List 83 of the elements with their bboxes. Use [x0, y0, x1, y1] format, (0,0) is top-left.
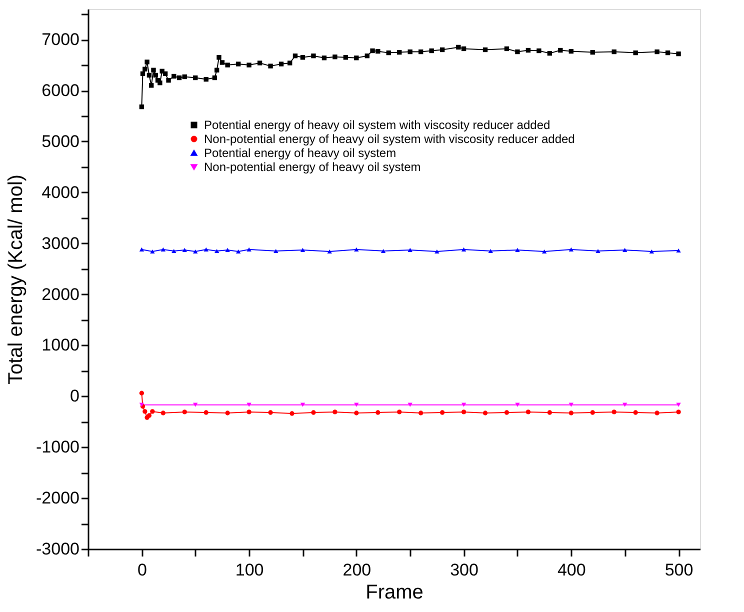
point: [300, 248, 306, 252]
point: [649, 249, 654, 254]
legend-label: Potential energy of heavy oil system with viscosity reducer added: [204, 118, 550, 132]
legend-label: Non-potential energy of heavy oil system with viscosity reducer added: [204, 132, 575, 146]
point: [182, 248, 187, 252]
point: [182, 410, 187, 414]
point: [225, 248, 230, 252]
point: [380, 248, 386, 254]
point: [236, 249, 241, 254]
x-tick-label: 300: [450, 560, 478, 580]
point: [526, 410, 531, 414]
y-tick-label: -2000: [36, 488, 80, 508]
point: [290, 411, 294, 416]
y-tick-label: 4000: [42, 182, 80, 202]
point: [622, 248, 628, 252]
point: [547, 410, 552, 415]
point: [160, 247, 166, 252]
point: [246, 410, 252, 414]
point: [440, 410, 445, 415]
point: [204, 410, 208, 415]
point: [542, 249, 547, 254]
point: [654, 410, 660, 416]
x-tick-label: 400: [557, 560, 586, 580]
point: [515, 248, 520, 252]
point: [327, 249, 332, 254]
point: [142, 409, 148, 414]
y-tick-label: 2000: [42, 284, 80, 304]
y-tick-label: 0: [70, 386, 80, 406]
y-tick-label: 5000: [42, 132, 80, 151]
y-tick-label: -3000: [36, 540, 80, 558]
point: [515, 402, 520, 407]
point: [612, 410, 616, 414]
point: [568, 410, 574, 416]
point: [139, 247, 144, 252]
legend-label: Potential energy of heavy oil system: [204, 146, 396, 160]
point: [676, 410, 681, 414]
point: [488, 248, 493, 254]
point: [354, 410, 359, 416]
point: [504, 410, 510, 415]
y-tick-label: 3000: [42, 234, 80, 253]
point: [568, 247, 574, 252]
point: [461, 410, 466, 414]
point: [461, 247, 466, 252]
point: [246, 402, 252, 407]
point: [482, 410, 488, 416]
x-tick-label: 0: [137, 560, 147, 580]
point: [193, 249, 198, 254]
point: [139, 390, 144, 396]
x-axis-title: Frame: [366, 582, 424, 604]
point: [246, 247, 252, 252]
point: [676, 248, 681, 253]
point: [332, 410, 338, 414]
y-tick-label: -1000: [36, 438, 80, 457]
x-tick-label: 100: [235, 560, 264, 580]
point: [172, 248, 176, 254]
x-tick-label: 500: [664, 560, 694, 580]
point: [434, 249, 440, 254]
y-tick-label: 1000: [42, 336, 80, 355]
point: [204, 247, 208, 252]
point: [214, 248, 220, 254]
point: [408, 248, 412, 252]
point: [397, 410, 402, 414]
point: [633, 410, 638, 415]
point: [461, 402, 466, 407]
point: [150, 249, 155, 254]
y-axis-title: Total energy (Kcal/ mol): [5, 174, 28, 385]
point: [590, 410, 595, 415]
point: [146, 413, 152, 418]
point: [300, 402, 306, 407]
legend-label: Non-potential energy of heavy oil system: [204, 160, 421, 174]
x-tick-label: 200: [342, 560, 372, 580]
point: [311, 410, 316, 415]
point: [274, 248, 278, 254]
point: [354, 247, 359, 252]
y-tick-label: 6000: [42, 81, 80, 100]
point: [150, 409, 155, 414]
point: [225, 410, 230, 416]
point: [160, 410, 166, 416]
point: [418, 410, 424, 416]
y-tick-label: 7000: [42, 30, 80, 50]
point: [376, 410, 380, 415]
point: [596, 248, 600, 254]
point: [268, 410, 273, 415]
